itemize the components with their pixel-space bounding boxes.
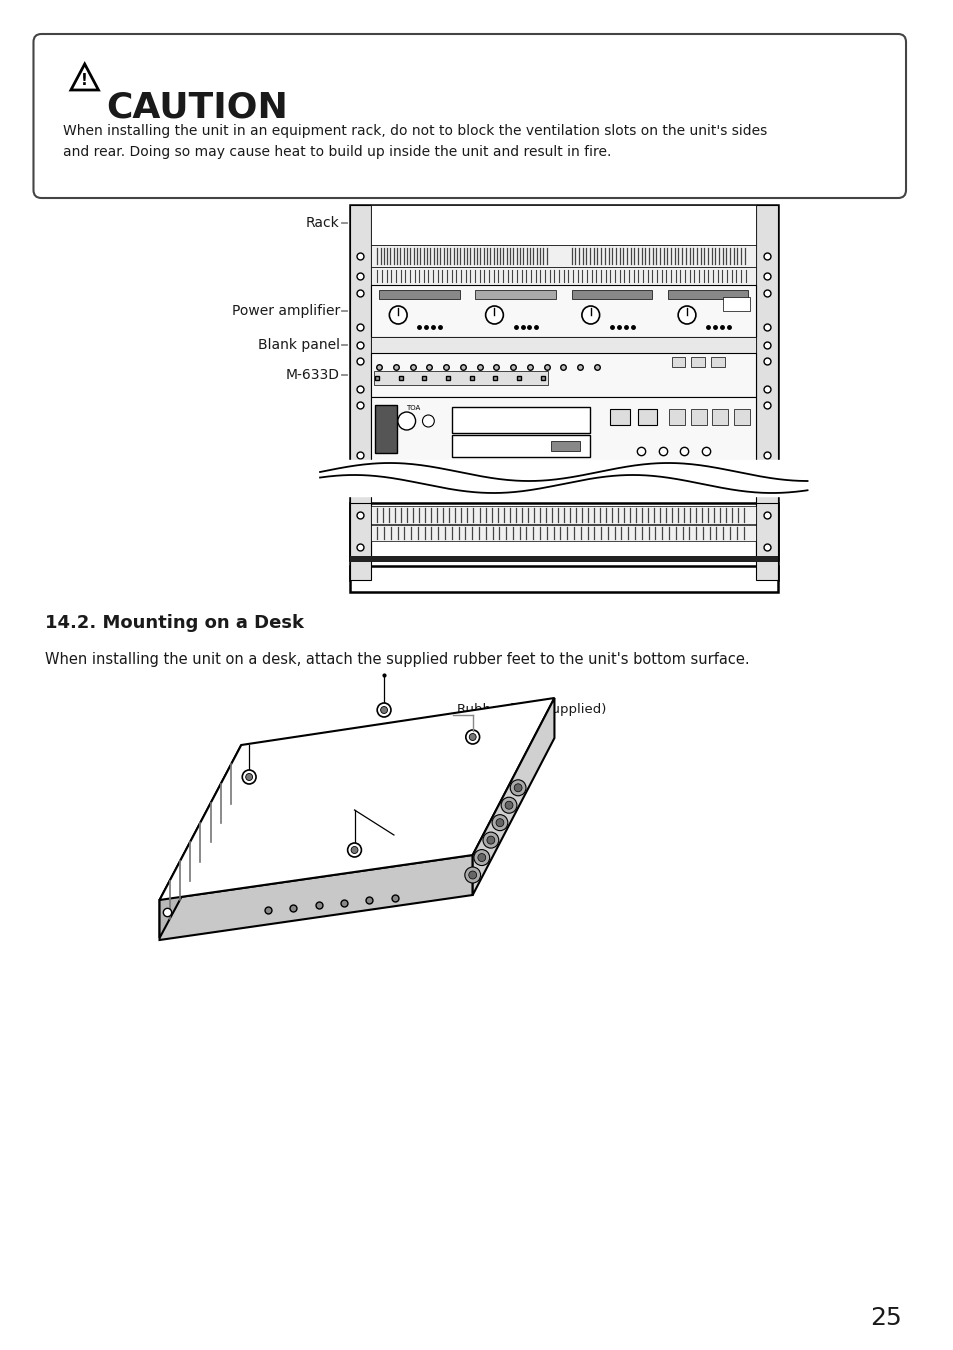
Bar (733, 409, 749, 425)
Bar (371, 267, 756, 285)
Bar (371, 285, 756, 338)
Text: M-633D: M-633D (286, 369, 339, 382)
Polygon shape (472, 698, 554, 895)
Polygon shape (159, 855, 472, 940)
Bar (671, 356, 684, 367)
Bar (349, 205, 778, 580)
Bar (371, 397, 756, 464)
Text: M-633D bottom surface: M-633D bottom surface (280, 830, 437, 842)
Bar (452, 435, 589, 458)
Bar (349, 504, 371, 560)
Bar (349, 504, 778, 560)
Circle shape (496, 818, 503, 826)
Text: TOA: TOA (405, 405, 419, 410)
Text: !: ! (81, 73, 88, 88)
Text: CAUTION: CAUTION (106, 90, 288, 124)
Circle shape (474, 849, 489, 865)
Circle shape (482, 832, 498, 848)
Text: Blank panel: Blank panel (257, 338, 339, 352)
Circle shape (351, 846, 357, 853)
Circle shape (389, 306, 407, 324)
Bar (571, 290, 652, 298)
Circle shape (376, 703, 391, 717)
Bar (371, 506, 756, 524)
Text: When installing the unit on a desk, attach the supplied rubber feet to the unit': When installing the unit on a desk, atta… (45, 652, 749, 667)
Text: Power amplifier: Power amplifier (232, 304, 339, 319)
Circle shape (246, 774, 253, 780)
Circle shape (510, 780, 525, 795)
Circle shape (347, 842, 361, 857)
Bar (668, 409, 684, 425)
Circle shape (464, 867, 480, 883)
Circle shape (477, 853, 485, 861)
Text: 25: 25 (869, 1305, 902, 1330)
Circle shape (504, 801, 513, 809)
Bar (371, 352, 756, 397)
Text: Rubber foot (supplied): Rubber foot (supplied) (456, 703, 606, 716)
Circle shape (514, 784, 521, 792)
Bar (371, 525, 756, 541)
Circle shape (469, 733, 476, 741)
Circle shape (468, 871, 476, 879)
Circle shape (380, 706, 387, 714)
Bar (667, 290, 748, 298)
Bar (349, 566, 778, 593)
Bar (710, 356, 724, 367)
Bar (371, 205, 756, 244)
Bar (691, 356, 704, 367)
Circle shape (500, 798, 517, 813)
Circle shape (422, 414, 434, 427)
Bar (637, 409, 657, 425)
Bar (349, 205, 371, 580)
Bar (374, 371, 547, 385)
Bar (550, 441, 579, 451)
Circle shape (492, 814, 507, 830)
Text: When installing the unit in an equipment rack, do not to block the ventilation s: When installing the unit in an equipment… (63, 124, 766, 158)
Bar (712, 409, 727, 425)
Bar (378, 290, 459, 298)
Bar (452, 406, 589, 433)
Bar (721, 297, 749, 310)
Circle shape (678, 306, 695, 324)
Bar (375, 405, 396, 454)
Bar (609, 409, 629, 425)
Text: 14.2. Mounting on a Desk: 14.2. Mounting on a Desk (45, 614, 304, 632)
Circle shape (581, 306, 599, 324)
Bar (475, 290, 556, 298)
Circle shape (485, 306, 503, 324)
Bar (349, 556, 778, 562)
Circle shape (486, 836, 495, 844)
Text: Rack: Rack (306, 216, 339, 230)
Bar (690, 409, 706, 425)
FancyBboxPatch shape (33, 34, 905, 198)
Circle shape (465, 730, 479, 744)
Polygon shape (159, 698, 554, 900)
Bar (371, 244, 756, 267)
Bar (756, 504, 778, 560)
Circle shape (242, 769, 255, 784)
Polygon shape (159, 745, 241, 938)
Bar (756, 205, 778, 580)
Bar (371, 338, 756, 352)
Circle shape (397, 412, 416, 431)
